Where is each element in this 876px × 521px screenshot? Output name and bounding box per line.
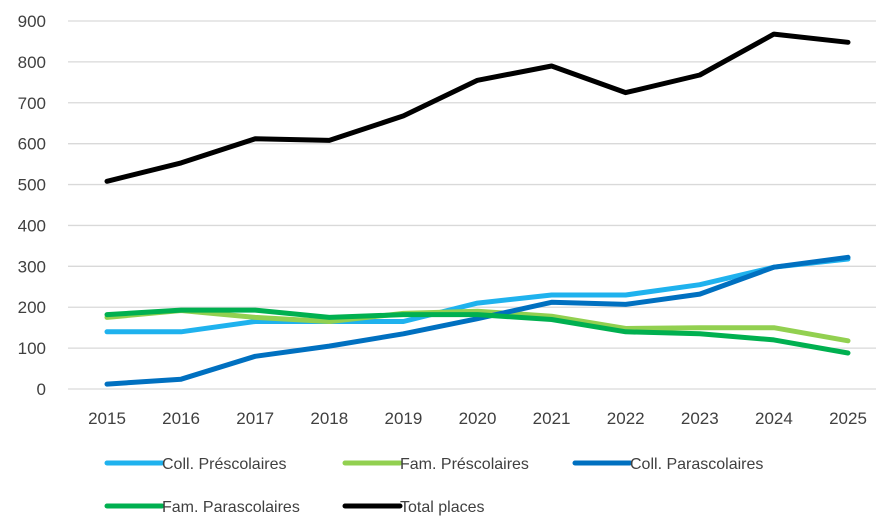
y-tick-label: 100 (18, 339, 46, 358)
y-tick-label: 800 (18, 53, 46, 72)
legend-label-total-places: Total places (400, 499, 485, 516)
x-axis-ticks: 2015 2016 2017 2018 2019 2020 2021 2022 2023 2024… (88, 409, 867, 428)
legend-label-fam-pr-scolaires: Fam. Préscolaires (400, 456, 529, 473)
series-line-fam-pr-scolaires (104, 308, 851, 344)
x-tick-label: 2025 (829, 409, 867, 428)
legend-label-coll-parascolaires: Coll. Parascolaires (630, 456, 763, 473)
series-line-coll-parascolaires (104, 254, 851, 387)
y-tick-label: 200 (18, 298, 46, 317)
y-tick-label: 900 (18, 12, 46, 31)
gridlines (68, 20, 876, 390)
y-tick-label: 400 (18, 216, 46, 235)
x-tick-label: 2016 (162, 409, 200, 428)
x-tick-label: 2018 (310, 409, 348, 428)
x-tick-label: 2017 (236, 409, 274, 428)
legend-label-fam-parascolaires: Fam. Parascolaires (162, 499, 300, 516)
series-line-fam-parascolaires (104, 307, 851, 356)
x-tick-label: 2024 (755, 409, 793, 428)
y-axis-ticks: 0 100 200 300 400 500 600 700 800 900 (18, 12, 46, 399)
y-tick-label: 700 (18, 94, 46, 113)
x-tick-label: 2019 (384, 409, 422, 428)
x-tick-label: 2015 (88, 409, 126, 428)
x-tick-label: 2021 (533, 409, 571, 428)
y-tick-label: 600 (18, 135, 46, 154)
x-tick-label: 2022 (607, 409, 645, 428)
legend-label-coll-pr-scolaires: Coll. Préscolaires (162, 456, 286, 473)
y-tick-label: 0 (37, 380, 46, 399)
x-tick-label: 2020 (459, 409, 497, 428)
series-lines (104, 31, 851, 387)
series-line-coll-pr-scolaires (104, 256, 851, 335)
y-tick-label: 300 (18, 257, 46, 276)
y-tick-label: 500 (18, 176, 46, 195)
series-line-total-places (104, 31, 851, 184)
x-tick-label: 2023 (681, 409, 719, 428)
legend: Coll. Préscolaires Fam. Préscolaires Coll.… (104, 456, 763, 516)
